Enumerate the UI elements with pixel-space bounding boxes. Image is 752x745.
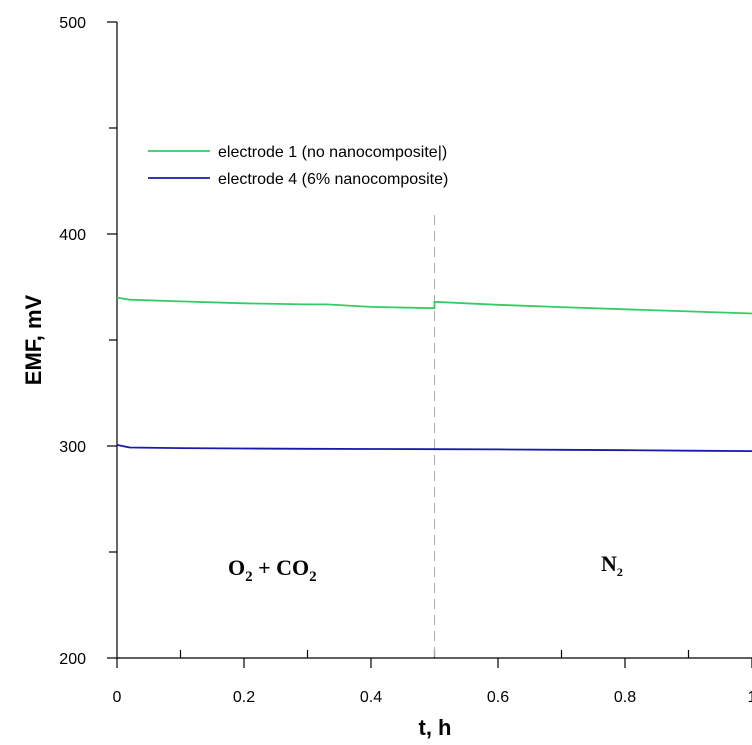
y-tick-label: 500 xyxy=(59,15,86,32)
axes xyxy=(116,22,752,659)
y-ticks: 200 300 400 500 xyxy=(59,15,117,668)
y-tick-label: 400 xyxy=(59,227,86,244)
x-ticks: 0 0.2 0.4 0.6 0.8 1 xyxy=(113,650,752,706)
legend-label-electrode-4: electrode 4 (6% nanocomposite) xyxy=(218,171,448,188)
series-group xyxy=(116,296,752,452)
x-tick-label: 0.8 xyxy=(614,689,636,706)
y-tick-label: 200 xyxy=(59,651,86,668)
y-tick-label: 300 xyxy=(59,439,86,456)
series-line-electrode-4 xyxy=(116,444,752,452)
legend-label-electrode-1: electrode 1 (no nanocomposite|) xyxy=(218,144,447,161)
x-axis-title: t, h xyxy=(419,715,452,740)
legend: electrode 1 (no nanocomposite|) electrod… xyxy=(148,144,448,188)
x-tick-label: 0.6 xyxy=(487,689,509,706)
y-axis-title: EMF, mV xyxy=(21,294,46,385)
region-label-n2: N2 xyxy=(601,551,623,579)
series-line-electrode-1 xyxy=(116,296,752,315)
x-tick-label: 0.2 xyxy=(233,689,255,706)
x-tick-label: 0.4 xyxy=(360,689,382,706)
x-tick-label: 1 xyxy=(748,689,752,706)
x-tick-label: 0 xyxy=(113,689,122,706)
region-label-o2-co2: O2 + CO2 xyxy=(228,555,317,585)
